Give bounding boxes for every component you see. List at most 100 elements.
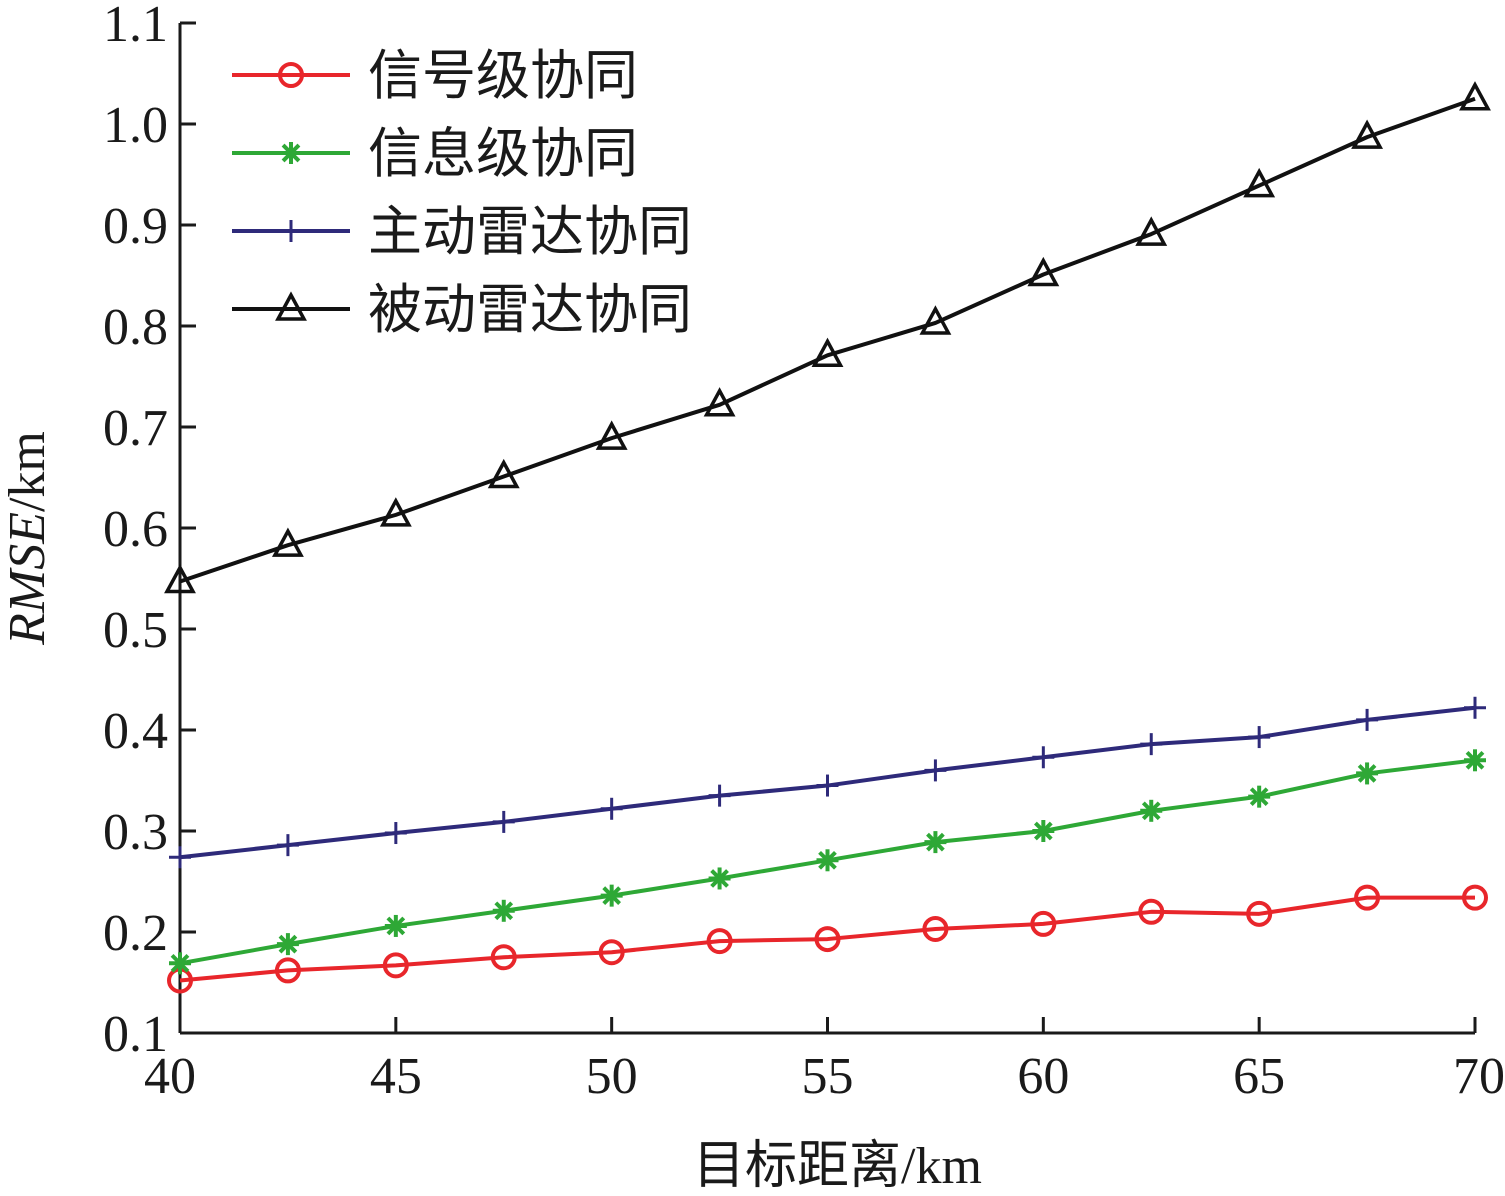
data-point — [1246, 900, 1273, 927]
data-point-stroke — [1357, 764, 1377, 783]
data-point-stroke — [1033, 821, 1053, 841]
series-4 — [164, 81, 1491, 594]
data-point — [384, 822, 407, 845]
y-tick-label: 0.9 — [103, 198, 168, 255]
tick-labels: 0.1 0.2 0.3 0.4 0.5 0.6 0.7 0.8 0.9 1.0 1.1 40 45 50 5… — [103, 0, 1505, 1105]
data-point — [492, 899, 515, 922]
y-tick-label: 0.5 — [103, 602, 168, 659]
x-tick-label: 65 — [1233, 1048, 1285, 1105]
data-point — [384, 914, 407, 937]
series-line — [179, 96, 1476, 584]
data-point — [703, 387, 736, 417]
data-point — [1140, 799, 1163, 822]
data-point-stroke — [1141, 801, 1161, 821]
data-point-stroke — [278, 934, 298, 954]
legend-item: 信号级协同 — [232, 46, 638, 106]
data-point-stroke — [386, 916, 406, 936]
data-point — [1138, 898, 1165, 925]
data-point — [924, 831, 947, 854]
data-point-stroke — [926, 832, 945, 852]
x-tick-label: 55 — [802, 1048, 854, 1105]
data-point — [1351, 119, 1384, 149]
data-point — [169, 952, 191, 975]
data-point — [276, 933, 299, 956]
data-point — [924, 759, 947, 782]
data-point — [1027, 256, 1060, 287]
legend-marker — [280, 220, 302, 242]
data-point — [595, 420, 628, 450]
legend-label: 信号级协同 — [368, 46, 638, 106]
data-point — [274, 957, 301, 984]
legend-label: 被动雷达协同 — [368, 280, 692, 340]
tick-marks — [178, 21, 1477, 1035]
series-layer — [164, 81, 1491, 994]
data-point — [1356, 708, 1379, 731]
data-point — [1030, 910, 1057, 937]
x-tick-label: 40 — [144, 1048, 196, 1105]
legend-marker — [280, 142, 302, 164]
data-point — [598, 939, 625, 966]
data-point — [169, 846, 191, 869]
y-tick-label: 0.7 — [103, 400, 168, 457]
data-point-stroke — [602, 886, 622, 905]
data-point — [706, 928, 733, 955]
y-tick-label: 0.3 — [103, 804, 168, 861]
x-tick-label: 50 — [586, 1048, 638, 1105]
x-tick-label: 70 — [1453, 1048, 1505, 1105]
data-point-stroke — [1465, 750, 1485, 770]
x-tick-label: 60 — [1017, 1048, 1069, 1105]
y-tick-label: 0.2 — [103, 905, 168, 962]
data-point — [490, 944, 517, 971]
data-point — [1248, 785, 1271, 808]
data-point — [919, 305, 952, 335]
data-point — [1032, 746, 1055, 769]
data-point — [811, 337, 844, 368]
series-1 — [167, 884, 1488, 994]
data-point — [1354, 884, 1381, 911]
series-line — [179, 895, 1475, 983]
data-point — [379, 497, 412, 527]
data-point — [1462, 884, 1488, 911]
data-point — [1248, 726, 1271, 749]
series-2 — [169, 749, 1486, 975]
y-tick-label: 0.6 — [103, 501, 168, 558]
y-tick-label: 1.0 — [103, 97, 168, 154]
data-point-stroke — [494, 901, 514, 921]
y-axis-label-unit: /km — [0, 431, 56, 512]
legend-marker — [278, 62, 304, 88]
data-point — [487, 458, 520, 489]
legend-label: 主动雷达协同 — [368, 202, 692, 262]
y-tick-label: 0.4 — [103, 703, 168, 760]
data-point — [492, 810, 515, 833]
data-point — [271, 527, 304, 557]
legend-marker — [275, 291, 307, 321]
y-tick-label: 0.1 — [103, 1006, 168, 1063]
series-3 — [169, 696, 1486, 869]
data-point — [600, 884, 623, 907]
data-point — [1032, 820, 1055, 842]
data-point — [1243, 167, 1276, 198]
data-point — [816, 849, 839, 872]
x-tick-label: 45 — [370, 1048, 422, 1105]
legend-marker-stroke — [281, 143, 301, 163]
y-axis-label-italic: RMSE — [0, 512, 56, 646]
data-point — [1464, 749, 1486, 772]
y-axis-label: RMSE/km — [0, 431, 56, 646]
data-point — [164, 563, 196, 594]
legend-item: 信息级协同 — [232, 124, 638, 184]
data-point — [1464, 696, 1486, 719]
data-point-stroke — [818, 850, 837, 870]
data-point-stroke — [1249, 787, 1269, 806]
legend-item: 主动雷达协同 — [232, 202, 692, 262]
data-point — [708, 784, 731, 807]
data-point — [276, 834, 299, 857]
x-axis-label: 目标距离/km — [693, 1138, 982, 1195]
data-point — [816, 774, 839, 797]
data-point — [814, 926, 841, 953]
legend-label: 信息级协同 — [368, 124, 638, 184]
data-point — [600, 797, 623, 820]
data-point-stroke — [170, 953, 190, 973]
data-point — [1356, 762, 1379, 785]
